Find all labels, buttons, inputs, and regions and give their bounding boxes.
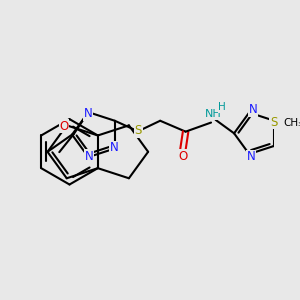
Text: N: N	[110, 141, 118, 154]
Text: NH: NH	[205, 110, 221, 119]
Text: CH₃: CH₃	[283, 118, 300, 128]
Text: O: O	[178, 150, 188, 163]
Text: H: H	[218, 102, 226, 112]
Text: S: S	[270, 116, 277, 129]
Text: N: N	[84, 107, 93, 121]
Text: N: N	[248, 103, 257, 116]
Text: N: N	[247, 150, 255, 163]
Text: N: N	[85, 150, 94, 163]
Text: O: O	[59, 120, 69, 133]
Text: S: S	[135, 124, 142, 137]
